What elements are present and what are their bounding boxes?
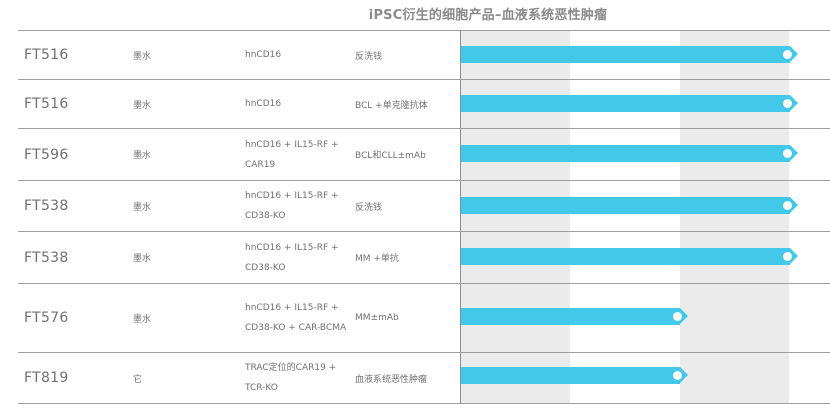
product-name: FT596	[24, 146, 69, 163]
product-modification: hnCD16 + IL15-RF + CAR19	[245, 139, 339, 170]
circle-notch-icon	[673, 312, 682, 321]
circle-notch-icon	[783, 201, 792, 210]
progress-bar	[461, 95, 798, 112]
product-modification: hnCD16	[245, 50, 282, 60]
pipeline-table: FT516 墨水 hnCD16 反洗钱 FT516 墨水 hnCD16 BCL …	[18, 30, 830, 404]
circle-notch-icon	[783, 252, 792, 261]
progress-bar	[461, 46, 798, 63]
stage-band-3	[680, 30, 789, 404]
product-modification: hnCD16 + IL15-RF + CD38-KO	[245, 242, 339, 273]
product-name: FT516	[24, 96, 69, 112]
product-indication: 血液系统恶性肿瘤	[355, 374, 428, 385]
arrow-tip-icon	[680, 367, 688, 383]
table-row: FT538 墨水 hnCD16 + IL15-RF + CD38-KO MM +…	[18, 231, 830, 283]
table-row: FT819 它 TRAC定位的CAR19 + TCR-KO 血液系统恶性肿瘤	[18, 352, 830, 404]
product-indication: 反洗钱	[355, 202, 383, 213]
arrow-tip-icon	[790, 197, 798, 213]
arrow-tip-icon	[790, 145, 798, 161]
product-name: FT516	[24, 47, 69, 63]
product-indication: MM±mAb	[355, 313, 399, 323]
product-modification: TRAC定位的CAR19 + TCR-KO	[245, 363, 337, 393]
product-name: FT538	[24, 198, 69, 214]
circle-notch-icon	[673, 371, 682, 380]
progress-bar	[461, 308, 688, 325]
product-indication: BCL +单克隆抗体	[355, 100, 428, 111]
progress-bar	[461, 197, 798, 214]
product-name: FT819	[24, 370, 69, 386]
product-indication: MM +单抗	[355, 254, 399, 264]
product-modification: hnCD16 + IL15-RF + CD38-KO	[245, 191, 339, 221]
table-row: FT516 墨水 hnCD16 BCL +单克隆抗体	[18, 79, 830, 128]
product-name: FT538	[24, 249, 69, 266]
stage-axis-line	[460, 30, 461, 404]
table-row: FT516 墨水 hnCD16 反洗钱	[18, 30, 830, 79]
arrow-tip-icon	[790, 46, 798, 62]
circle-notch-icon	[783, 149, 792, 158]
product-name: FT576	[24, 310, 69, 326]
circle-notch-icon	[783, 50, 792, 59]
product-type: 它	[133, 374, 143, 385]
stage-band-1	[461, 30, 570, 404]
progress-bar	[461, 248, 798, 265]
chart-title: iPSC衍生的细胞产品–血液系统恶性肿瘤	[368, 8, 608, 23]
product-type: 墨水	[133, 314, 152, 325]
circle-notch-icon	[783, 99, 792, 108]
product-type: 墨水	[133, 202, 152, 213]
arrow-tip-icon	[680, 308, 688, 324]
product-type: 墨水	[133, 151, 152, 161]
arrow-tip-icon	[790, 248, 798, 264]
product-modification: hnCD16 + IL15-RF + CD38-KO + CAR-BCMA	[245, 303, 347, 333]
product-type: 墨水	[133, 254, 152, 264]
arrow-tip-icon	[790, 95, 798, 111]
product-type: 墨水	[133, 100, 152, 111]
progress-bar	[461, 367, 688, 384]
product-modification: hnCD16	[245, 99, 282, 109]
product-indication: BCL和CLL±mAb	[355, 151, 426, 161]
product-type: 墨水	[133, 51, 152, 62]
table-row: FT576 墨水 hnCD16 + IL15-RF + CD38-KO + CA…	[18, 283, 830, 352]
progress-bar	[461, 145, 798, 162]
product-indication: 反洗钱	[355, 51, 383, 62]
table-row: FT596 墨水 hnCD16 + IL15-RF + CAR19 BCL和CL…	[18, 128, 830, 180]
table-row: FT538 墨水 hnCD16 + IL15-RF + CD38-KO 反洗钱	[18, 180, 830, 231]
